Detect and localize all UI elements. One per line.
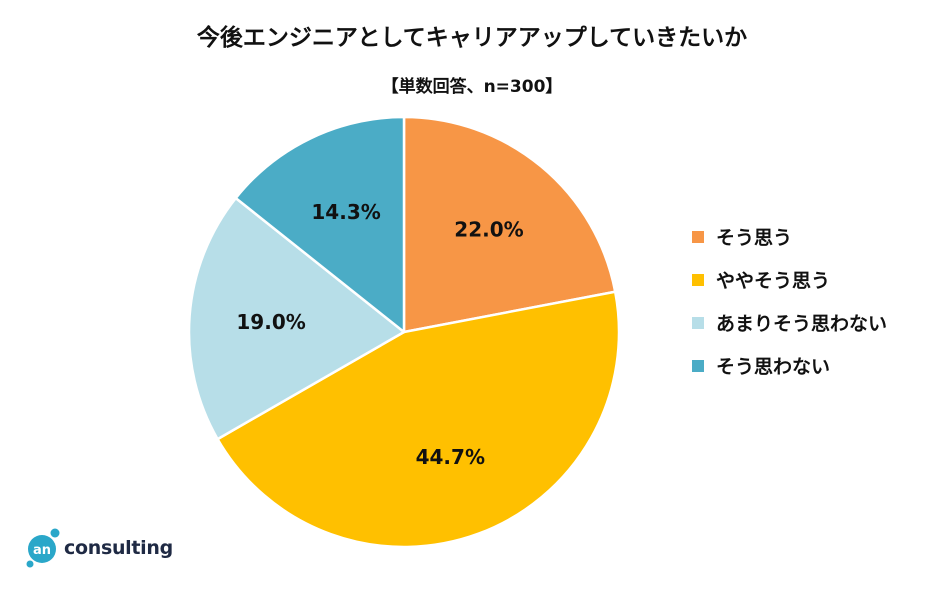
legend-item-2: ややそう思う bbox=[692, 258, 887, 301]
company-logo: an consulting bbox=[24, 527, 173, 569]
legend-label: そう思わない bbox=[716, 356, 831, 378]
pie-slice-2 bbox=[216, 290, 621, 549]
chart-title: 今後エンジニアとしてキャリアアップしていきたいか bbox=[196, 25, 748, 51]
pie-slice-4 bbox=[234, 115, 406, 334]
legend-label: そう思う bbox=[716, 227, 793, 249]
legend-swatch bbox=[692, 359, 704, 372]
legend-item-3: あまりそう思わない bbox=[692, 301, 887, 344]
legend-label: ややそう思う bbox=[716, 270, 831, 292]
legend-label: あまりそう思わない bbox=[716, 313, 888, 335]
data-label-4: 14.3% bbox=[311, 200, 380, 224]
data-label-1: 22.0% bbox=[454, 217, 523, 241]
legend-swatch bbox=[692, 316, 704, 329]
legend-swatch bbox=[692, 273, 704, 286]
logo-text: consulting bbox=[64, 537, 173, 559]
legend-item-1: そう思う bbox=[692, 215, 887, 258]
data-label-2: 44.7% bbox=[416, 445, 485, 469]
svg-text:an: an bbox=[33, 543, 51, 558]
legend-swatch bbox=[692, 230, 704, 243]
chart-subtitle: 【単数回答、n=300】 bbox=[381, 77, 563, 97]
pie-slice-1 bbox=[402, 115, 617, 334]
data-label-3: 19.0% bbox=[236, 310, 305, 334]
legend-item-4: そう思わない bbox=[692, 344, 887, 387]
logo-mark-icon: an bbox=[26, 528, 60, 568]
chart-legend: そう思うややそう思うあまりそう思わない そう思わない bbox=[692, 215, 887, 387]
pie-slice-3 bbox=[187, 196, 406, 441]
